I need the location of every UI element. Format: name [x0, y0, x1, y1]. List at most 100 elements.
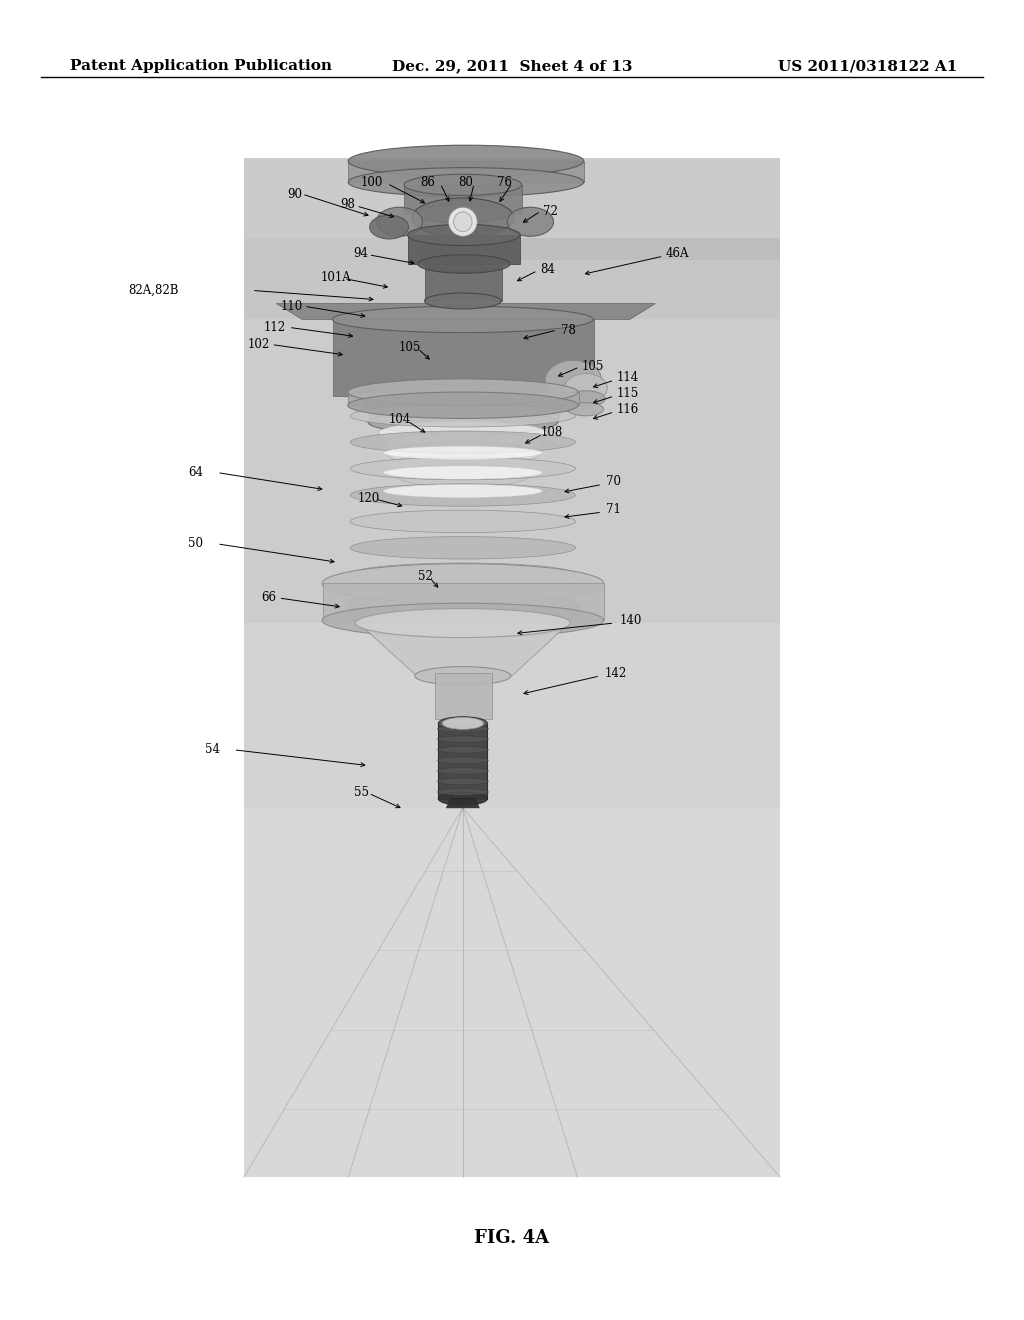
Polygon shape [348, 392, 579, 405]
Ellipse shape [437, 737, 488, 742]
Ellipse shape [387, 442, 539, 466]
Ellipse shape [360, 384, 565, 408]
Text: 98: 98 [341, 198, 355, 211]
Ellipse shape [546, 360, 602, 400]
Ellipse shape [348, 591, 578, 618]
Ellipse shape [437, 758, 488, 763]
Text: 105: 105 [398, 341, 421, 354]
Ellipse shape [383, 466, 543, 479]
Bar [244, 319, 780, 396]
Ellipse shape [417, 205, 509, 223]
Ellipse shape [350, 537, 575, 560]
Polygon shape [358, 623, 569, 676]
Ellipse shape [403, 174, 522, 195]
Text: 140: 140 [620, 614, 642, 627]
Ellipse shape [437, 726, 488, 731]
Polygon shape [438, 723, 487, 799]
Text: 101A: 101A [321, 271, 351, 284]
Ellipse shape [425, 293, 502, 309]
Text: 55: 55 [354, 785, 369, 799]
Ellipse shape [348, 379, 578, 405]
Polygon shape [408, 235, 520, 264]
Text: 100: 100 [360, 176, 383, 189]
Text: 76: 76 [498, 176, 512, 189]
Text: 64: 64 [187, 466, 203, 479]
Ellipse shape [438, 717, 487, 730]
Ellipse shape [438, 792, 487, 805]
Text: 70: 70 [606, 475, 622, 488]
Text: 114: 114 [616, 371, 639, 384]
Text: 80: 80 [459, 176, 473, 189]
Ellipse shape [418, 255, 510, 273]
Text: 82A,82B: 82A,82B [129, 284, 179, 297]
Ellipse shape [350, 562, 575, 586]
Ellipse shape [378, 421, 547, 445]
Ellipse shape [383, 484, 543, 498]
Ellipse shape [332, 306, 594, 333]
Ellipse shape [369, 411, 557, 434]
Text: 142: 142 [604, 667, 627, 680]
Text: 78: 78 [561, 323, 577, 337]
Text: 84: 84 [541, 263, 556, 276]
Text: 66: 66 [261, 591, 275, 605]
Text: 116: 116 [616, 403, 639, 416]
Ellipse shape [350, 589, 575, 611]
Ellipse shape [437, 747, 488, 752]
Text: 108: 108 [541, 426, 563, 440]
Bar [244, 808, 780, 1177]
Ellipse shape [564, 374, 607, 403]
Ellipse shape [508, 207, 553, 236]
Text: 112: 112 [263, 321, 286, 334]
Ellipse shape [449, 207, 477, 236]
Bar [244, 158, 780, 238]
Text: 104: 104 [388, 413, 411, 426]
Polygon shape [435, 673, 492, 719]
Bar [244, 396, 780, 623]
Ellipse shape [322, 564, 604, 603]
Text: 71: 71 [606, 503, 622, 516]
Ellipse shape [437, 789, 488, 795]
Ellipse shape [350, 510, 575, 532]
Text: 94: 94 [353, 247, 368, 260]
Ellipse shape [348, 392, 578, 418]
Bar [244, 238, 780, 319]
Polygon shape [333, 319, 594, 396]
Ellipse shape [442, 718, 483, 729]
Text: 46A: 46A [666, 247, 689, 260]
Ellipse shape [350, 404, 575, 428]
Polygon shape [364, 396, 565, 422]
Ellipse shape [566, 391, 605, 407]
Ellipse shape [348, 145, 584, 177]
Ellipse shape [348, 168, 584, 197]
Ellipse shape [322, 603, 604, 638]
Ellipse shape [425, 256, 502, 272]
Ellipse shape [454, 211, 472, 232]
Ellipse shape [377, 207, 423, 236]
Text: 105: 105 [582, 360, 604, 374]
Polygon shape [348, 605, 579, 616]
Text: 90: 90 [287, 187, 302, 201]
Text: 52: 52 [418, 570, 432, 583]
Text: 54: 54 [205, 743, 220, 756]
Bar [440, 238, 780, 260]
Ellipse shape [567, 403, 603, 416]
Text: US 2011/0318122 A1: US 2011/0318122 A1 [778, 59, 957, 74]
Ellipse shape [370, 215, 409, 239]
Polygon shape [425, 264, 502, 301]
Polygon shape [348, 161, 584, 182]
Text: 72: 72 [543, 205, 558, 218]
Ellipse shape [350, 458, 575, 480]
Ellipse shape [350, 483, 575, 507]
Text: FIG. 4A: FIG. 4A [474, 1229, 550, 1247]
Ellipse shape [408, 224, 520, 246]
Ellipse shape [391, 453, 535, 477]
Text: 86: 86 [421, 176, 435, 189]
Text: 115: 115 [616, 387, 639, 400]
Polygon shape [446, 799, 479, 808]
Ellipse shape [383, 446, 543, 459]
Ellipse shape [415, 667, 511, 685]
Ellipse shape [437, 777, 488, 784]
Polygon shape [276, 304, 655, 319]
Text: 50: 50 [187, 537, 203, 550]
Polygon shape [323, 583, 604, 620]
